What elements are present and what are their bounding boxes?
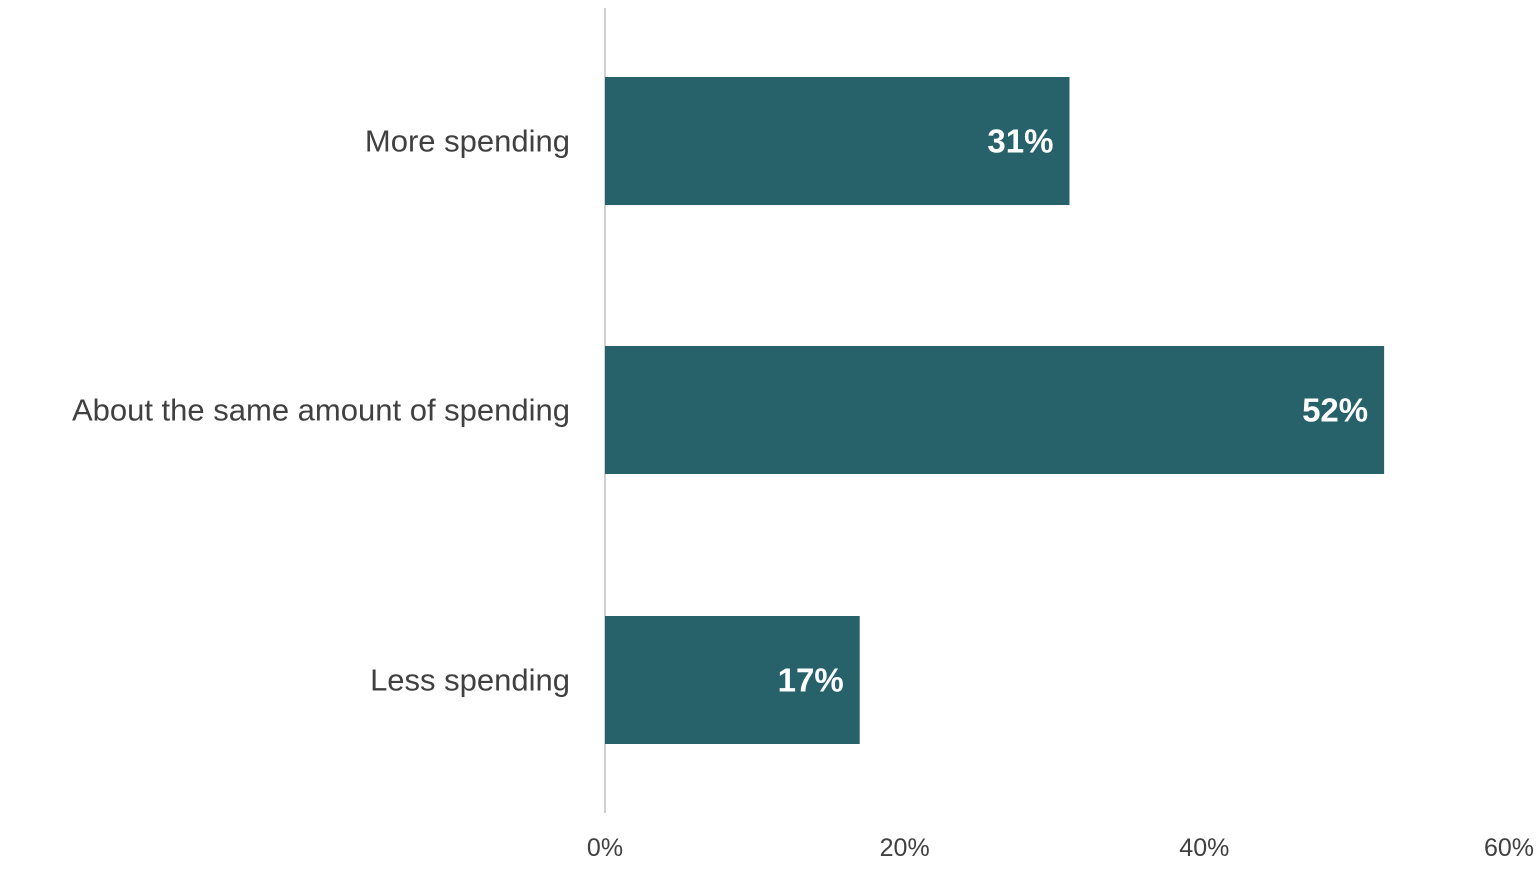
bar bbox=[605, 346, 1385, 474]
x-axis-ticks: 0% 20% 40% 60% bbox=[587, 834, 1534, 862]
x-tick-label: 0% bbox=[587, 834, 623, 862]
bar-value-label: 31% bbox=[987, 123, 1053, 160]
x-tick-label: 60% bbox=[1484, 834, 1534, 862]
x-tick-label: 20% bbox=[880, 834, 930, 862]
category-label: More spending bbox=[365, 124, 570, 159]
bar-value-label: 17% bbox=[778, 662, 844, 699]
bar bbox=[605, 77, 1070, 205]
x-tick-label: 40% bbox=[1179, 834, 1229, 862]
labels-group: More spending About the same amount of sp… bbox=[72, 124, 570, 698]
bars-group: 31% 52% 17% bbox=[605, 77, 1385, 744]
bar-value-label: 52% bbox=[1302, 392, 1368, 429]
category-label: About the same amount of spending bbox=[72, 393, 570, 428]
category-label: Less spending bbox=[370, 663, 570, 698]
bar bbox=[605, 616, 860, 744]
